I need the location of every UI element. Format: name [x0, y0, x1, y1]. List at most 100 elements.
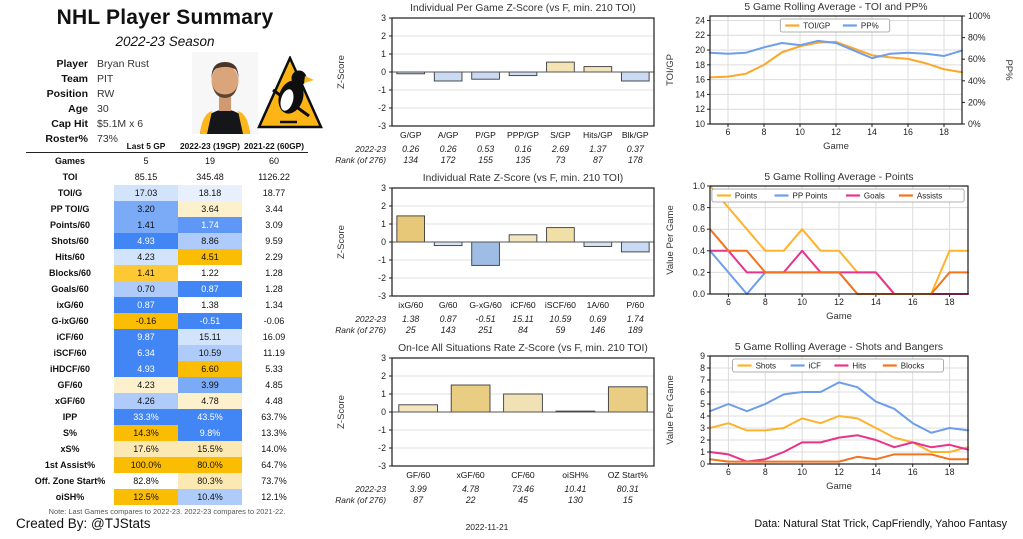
stat-cell: -0.16 [114, 313, 178, 329]
svg-text:1: 1 [381, 389, 386, 399]
info-value: RW [97, 87, 115, 100]
svg-text:GF/60: GF/60 [406, 470, 430, 480]
svg-text:TOI/GP: TOI/GP [665, 54, 676, 86]
info-row: Age 30 [0, 101, 195, 116]
svg-text:PP%: PP% [861, 22, 879, 31]
stat-cell: 13.3% [261, 428, 287, 438]
stat-cell: 1.34 [265, 300, 283, 310]
chart-rolling-shots-bangers: 6 8 10 12 14 16 18 0 1 2 3 4 5 6 7 8 9 5 Game Rolling Ave… [660, 340, 1023, 515]
svg-text:10: 10 [797, 297, 807, 307]
stat-cell: 8.86 [178, 233, 242, 249]
svg-text:25: 25 [405, 325, 416, 335]
svg-text:22: 22 [465, 495, 476, 505]
svg-text:10: 10 [797, 467, 807, 477]
info-row: Team PIT [0, 71, 195, 86]
stat-label: Shots/60 [51, 236, 89, 246]
table-row: 1st Assist% 100.0% 80.0% 64.7% [26, 457, 308, 473]
svg-text:Value Per Game: Value Per Game [665, 205, 676, 275]
table-row: TOI 85.15 345.48 1126.22 [26, 169, 308, 185]
table-row: IPP 33.3% 43.5% 63.7% [26, 409, 308, 425]
info-row: Player Bryan Rust [0, 56, 195, 71]
svg-text:22: 22 [695, 30, 705, 40]
info-label: Team [61, 72, 88, 85]
svg-text:-3: -3 [378, 291, 386, 301]
stat-cell: 15.11 [178, 329, 242, 345]
stat-cell: 1.28 [265, 268, 283, 278]
table-row: iCF/60 9.87 15.11 16.09 [26, 329, 308, 345]
svg-text:P/60: P/60 [626, 300, 644, 310]
stat-cell: 6.34 [114, 345, 178, 361]
stat-cell: 63.7% [261, 412, 287, 422]
svg-text:Blocks: Blocks [901, 362, 925, 371]
info-value: Bryan Rust [97, 57, 149, 70]
table-row: oiSH% 12.5% 10.4% 12.1% [26, 489, 308, 505]
svg-text:178: 178 [628, 155, 643, 165]
stat-cell: 15.5% [178, 441, 242, 457]
stat-label: 1st Assist% [44, 460, 96, 470]
info-label: Position [46, 87, 88, 100]
stat-cell: 4.85 [265, 380, 283, 390]
table-row: Goals/60 0.70 0.87 1.28 [26, 281, 308, 297]
svg-text:16: 16 [903, 127, 913, 137]
stats-table-body: Games 5 19 60 TOI 85.15 345.48 1126.22 TOI/G 17.0… [26, 153, 308, 505]
svg-text:Shots: Shots [756, 362, 776, 371]
svg-text:10.41: 10.41 [564, 484, 586, 494]
table-row: Points/60 1.41 1.74 3.09 [26, 217, 308, 233]
svg-text:A/GP: A/GP [438, 130, 459, 140]
stat-cell: 4.26 [114, 393, 178, 409]
svg-text:130: 130 [568, 495, 583, 505]
svg-text:ixG/60: ixG/60 [398, 300, 423, 310]
svg-text:0.26: 0.26 [440, 144, 457, 154]
svg-text:Individual Rate Z-Score (vs F,: Individual Rate Z-Score (vs F, min. 210 … [423, 173, 623, 184]
svg-text:146: 146 [591, 325, 606, 335]
svg-text:8: 8 [763, 467, 768, 477]
svg-text:12: 12 [834, 297, 844, 307]
stat-cell: 4.48 [265, 396, 283, 406]
svg-text:2: 2 [381, 371, 386, 381]
svg-text:On-Ice All Situations Rate Z-S: On-Ice All Situations Rate Z-Score (vs F… [398, 343, 648, 354]
stat-cell: 3.44 [265, 204, 283, 214]
svg-text:2: 2 [700, 435, 705, 445]
svg-text:PP%: PP% [1003, 59, 1014, 81]
svg-text:5 Game Rolling Average - Point: 5 Game Rolling Average - Points [764, 172, 913, 183]
stat-label: oiSH% [55, 492, 85, 502]
stat-cell: 80.3% [178, 473, 242, 489]
svg-text:2022-23: 2022-23 [354, 484, 386, 494]
chart-rolling-points: 6 8 10 12 14 16 18 0.0 0.2 0.4 0.6 0.8 1.0 5 Game Rol… [660, 170, 1023, 345]
stat-cell: 9.59 [265, 236, 283, 246]
svg-text:18: 18 [695, 60, 705, 70]
stat-cell: 73.7% [261, 476, 287, 486]
svg-text:iSCF/60: iSCF/60 [545, 300, 576, 310]
stat-cell: 14.0% [261, 444, 287, 454]
svg-text:3: 3 [381, 353, 386, 363]
table-row: Off. Zone Start% 82.8% 80.3% 73.7% [26, 473, 308, 489]
stat-cell: 17.6% [114, 441, 178, 457]
svg-text:Z-Score: Z-Score [336, 395, 347, 429]
svg-text:0.37: 0.37 [627, 144, 645, 154]
svg-text:45: 45 [518, 495, 528, 505]
created-by-credit: Created By: @TJStats [16, 516, 151, 531]
svg-text:0.6: 0.6 [693, 224, 705, 234]
stat-cell: 11.19 [263, 348, 285, 358]
svg-text:iCF/60: iCF/60 [510, 300, 536, 310]
svg-text:0.0: 0.0 [693, 289, 705, 299]
table-row: Shots/60 4.93 8.86 9.59 [26, 233, 308, 249]
stat-cell: 33.3% [114, 409, 178, 425]
stat-cell: 12.5% [114, 489, 178, 505]
svg-text:Game: Game [826, 311, 852, 322]
svg-text:6: 6 [726, 297, 731, 307]
stat-cell: 0.87 [178, 281, 242, 297]
svg-text:PPP/GP: PPP/GP [507, 130, 539, 140]
svg-text:4.78: 4.78 [462, 484, 479, 494]
stat-cell: 3.64 [178, 201, 242, 217]
svg-text:Assists: Assists [917, 192, 942, 201]
svg-text:18: 18 [945, 297, 955, 307]
stat-cell: 6.60 [178, 361, 242, 377]
svg-text:135: 135 [516, 155, 531, 165]
stat-label: ixG/60 [56, 300, 84, 310]
svg-text:87: 87 [593, 155, 604, 165]
svg-text:8: 8 [763, 297, 768, 307]
svg-text:-3: -3 [378, 121, 386, 131]
report-date: 2022-11-21 [465, 522, 509, 532]
